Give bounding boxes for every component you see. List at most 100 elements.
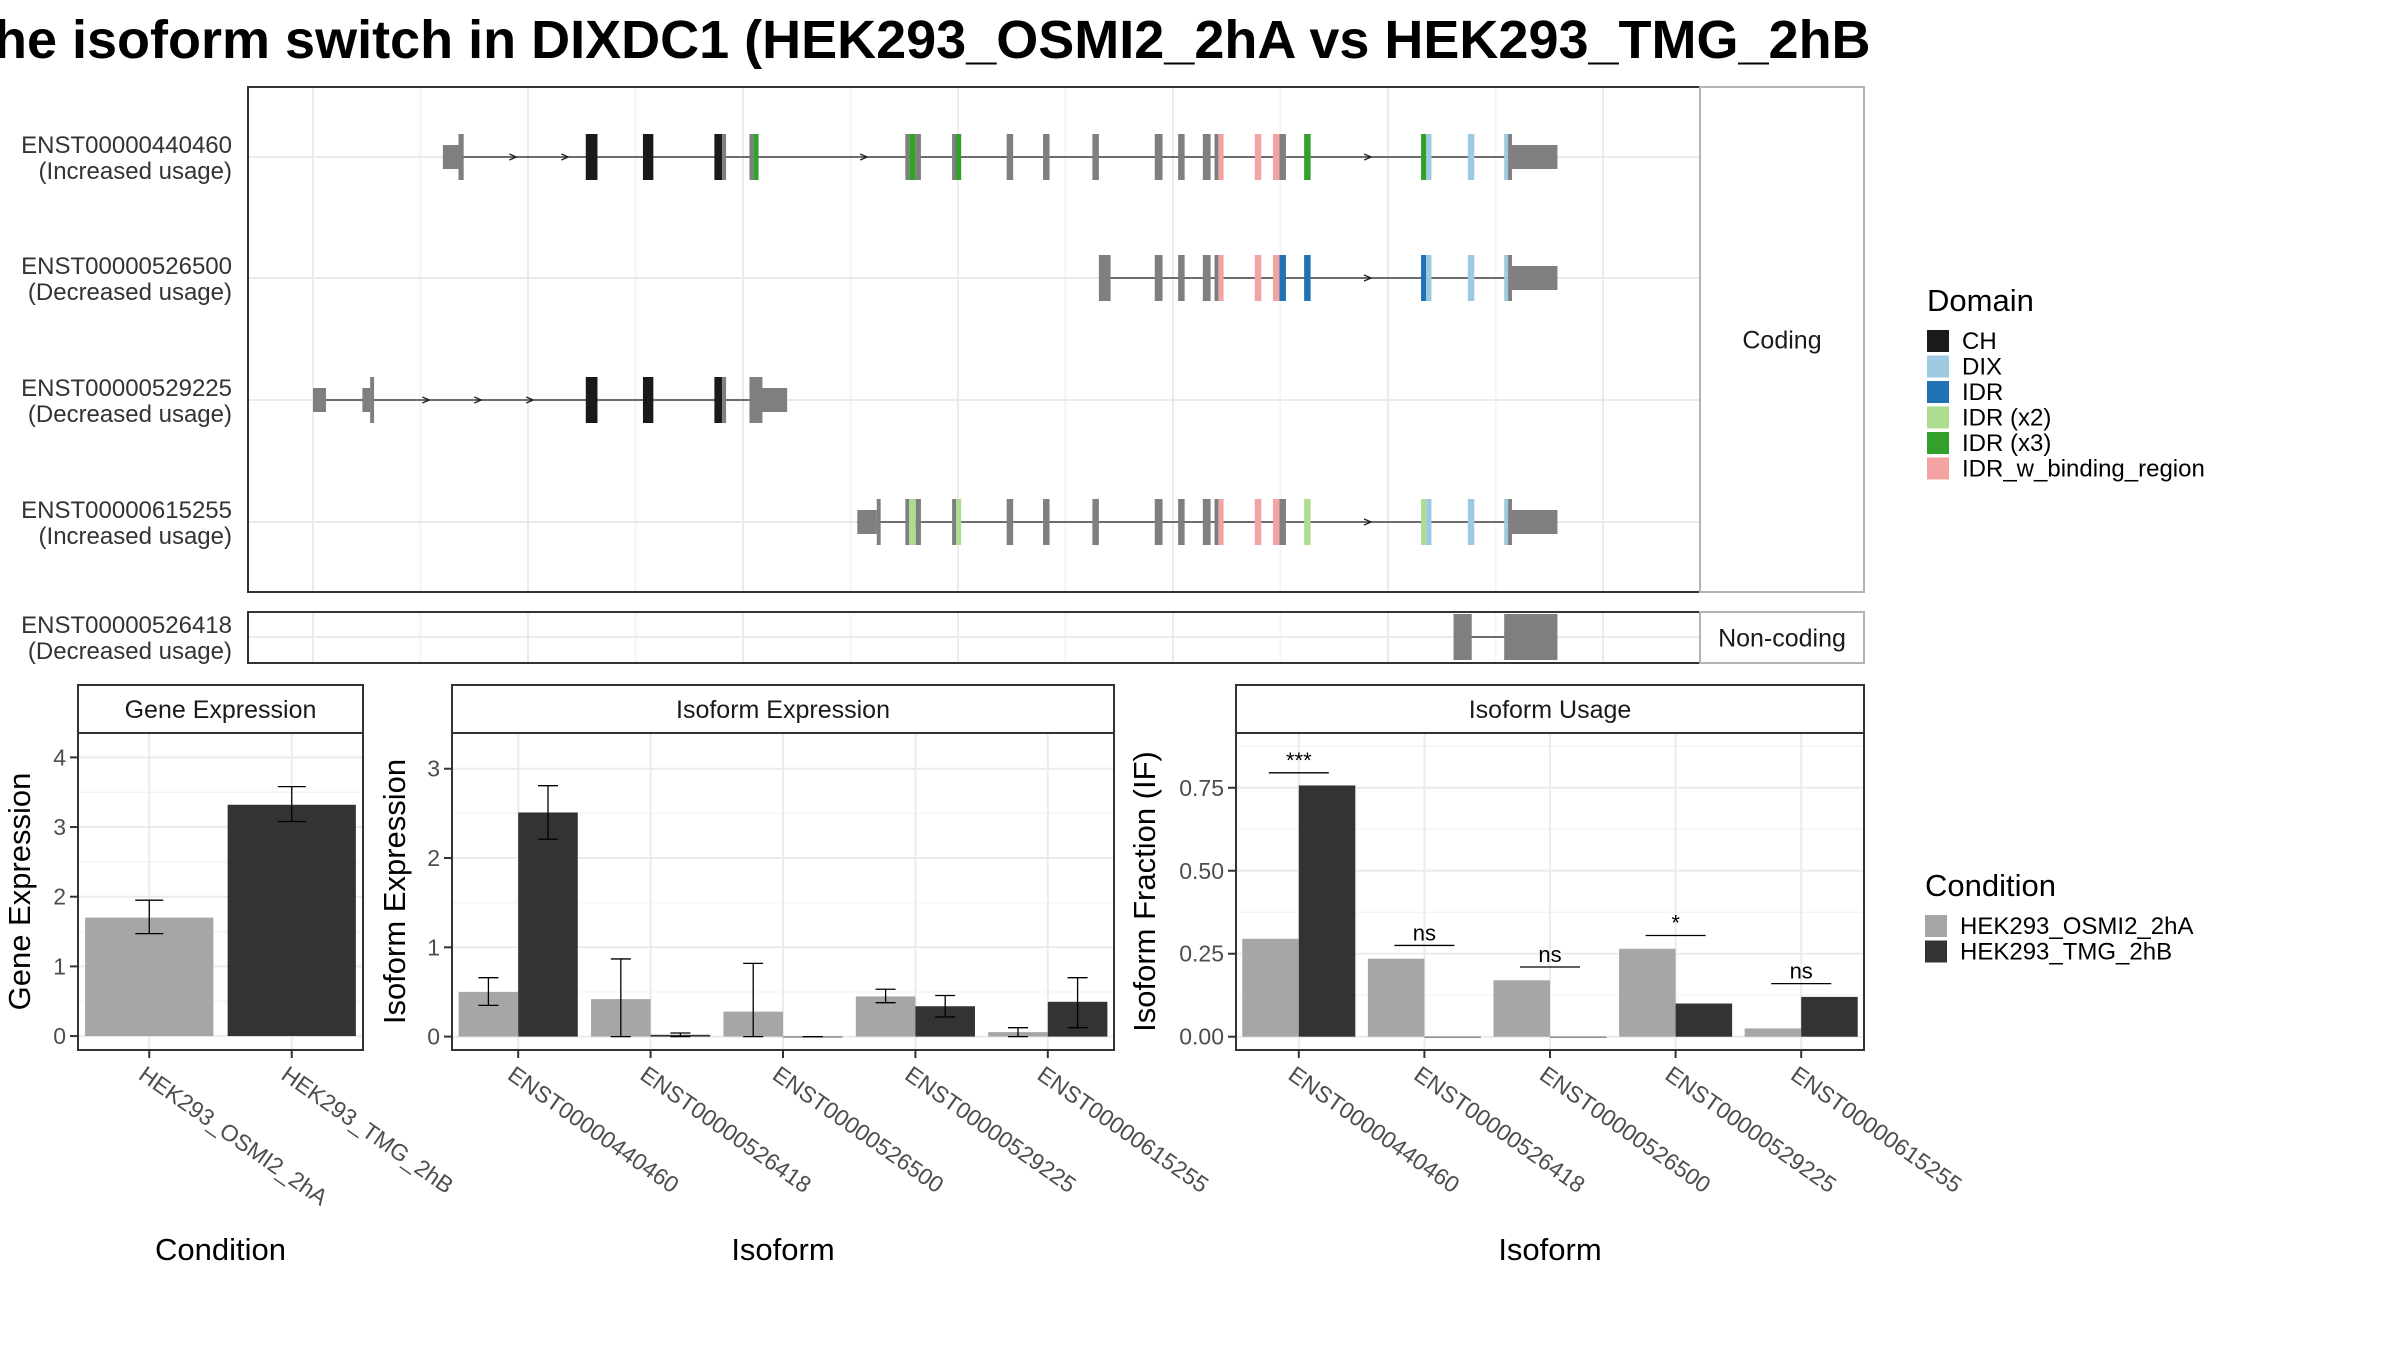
intron-arrow (474, 396, 483, 404)
legend-swatch (1925, 940, 1947, 963)
domain-exon (1426, 134, 1432, 180)
coding-panel-bg (248, 87, 1700, 592)
transcript-usage-label: (Increased usage) (39, 523, 232, 550)
y-tick-label: 4 (53, 744, 66, 770)
intron-arrow (422, 396, 431, 404)
cds-exon (1178, 499, 1185, 545)
facet-strip-label: Gene Expression (125, 696, 317, 724)
intron-arrow (859, 153, 869, 161)
domain-exon (1504, 134, 1509, 180)
domain-exon (585, 134, 598, 180)
domain-exon (909, 499, 916, 545)
bar (1550, 1036, 1607, 1038)
legend-swatch (1925, 915, 1947, 937)
intron-arrow (1363, 153, 1373, 161)
y-tick-label: 3 (427, 756, 440, 782)
cds-exon (1279, 134, 1286, 180)
cds-exon (1098, 255, 1111, 301)
domain-exon (1426, 499, 1432, 545)
y-axis-title: Isoform Expression (377, 759, 412, 1024)
cds-exon (370, 377, 375, 423)
coding-strip-label: Coding (1742, 327, 1821, 355)
cds-exon (1214, 499, 1219, 545)
transcript-id-label: ENST00000615255 (21, 497, 232, 524)
domain-exon (1467, 499, 1475, 545)
y-tick-label: 3 (53, 814, 66, 840)
bar (1744, 1028, 1802, 1037)
cds-exon (905, 134, 910, 180)
bar (1619, 948, 1676, 1037)
y-tick-label: 0.00 (1179, 1024, 1224, 1050)
cds-exon (1508, 134, 1512, 180)
cds-exon (1178, 134, 1185, 180)
significance-label: * (1671, 910, 1680, 935)
legend-label: DIX (1962, 354, 2002, 381)
coding-strip (1699, 86, 1865, 593)
domain-exon (1218, 499, 1224, 545)
legend-swatch (1927, 330, 1949, 352)
domain-exon (1421, 255, 1427, 301)
domain-exon (642, 377, 654, 423)
y-tick-label: 1 (53, 953, 66, 979)
legend-label: IDR (1962, 379, 2003, 406)
cds-exon (952, 499, 957, 545)
x-axis-title: Condition (155, 1232, 286, 1267)
domain-exon (1421, 134, 1427, 180)
y-tick-label: 0 (427, 1024, 440, 1050)
transcript-ENST00000526418: ENST00000526418(Decreased usage) (21, 612, 1700, 665)
domain-exon (1467, 255, 1475, 301)
utr-exon (857, 510, 877, 534)
domain-exon (714, 377, 723, 423)
intron-arrow (1363, 274, 1373, 282)
cds-exon (1043, 134, 1050, 180)
domain-exon (1218, 134, 1224, 180)
intron-arrow (1363, 518, 1373, 526)
transcript-id-label: ENST00000526500 (21, 253, 232, 280)
cds-exon (1006, 134, 1014, 180)
y-tick-label: 0.50 (1179, 858, 1224, 884)
domain-exon (753, 134, 759, 180)
cds-exon (458, 134, 464, 180)
domain-exon (1272, 255, 1280, 301)
cds-exon (1202, 134, 1211, 180)
transcript-usage-label: (Decreased usage) (28, 638, 232, 665)
cds-exon (1154, 499, 1163, 545)
domain-exon (1254, 255, 1262, 301)
facet-strip (451, 684, 1115, 734)
legend-swatch (1927, 406, 1949, 429)
domain-exon (956, 134, 962, 180)
significance-label: ns (1790, 959, 1813, 984)
cds-exon (1202, 499, 1211, 545)
cds-exon (1178, 255, 1185, 301)
bar (1242, 938, 1299, 1037)
cds-exon (1154, 255, 1163, 301)
cds-exon (915, 499, 921, 545)
cds-exon (1214, 134, 1219, 180)
bar (1801, 996, 1858, 1037)
noncoding-strip-label: Non-coding (1718, 625, 1846, 653)
legend-label: HEK293_TMG_2hB (1960, 939, 2172, 966)
domain-exon (1426, 255, 1432, 301)
legend-swatch (1927, 381, 1949, 403)
cds-exon (1043, 499, 1050, 545)
cds-exon (1508, 499, 1512, 545)
facet-strip (1235, 684, 1865, 734)
domain-exon (1304, 255, 1311, 301)
cds-exon (1214, 255, 1219, 301)
y-tick-label: 2 (53, 884, 66, 910)
bar (518, 812, 578, 1037)
domain-exon (909, 134, 916, 180)
legend-label: IDR (x2) (1962, 405, 2051, 432)
cds-exon (722, 134, 727, 180)
transcript-usage-label: (Decreased usage) (28, 401, 232, 428)
legend-swatch (1927, 457, 1949, 480)
y-axis-title: Isoform Fraction (IF) (1127, 751, 1162, 1032)
utr-exon (362, 388, 371, 412)
transcript-usage-label: (Decreased usage) (28, 279, 232, 306)
legend-swatch (1927, 432, 1949, 454)
utr-exon (1511, 266, 1558, 290)
domain-exon (1279, 255, 1286, 301)
facet-strip-label: Isoform Expression (676, 696, 890, 724)
